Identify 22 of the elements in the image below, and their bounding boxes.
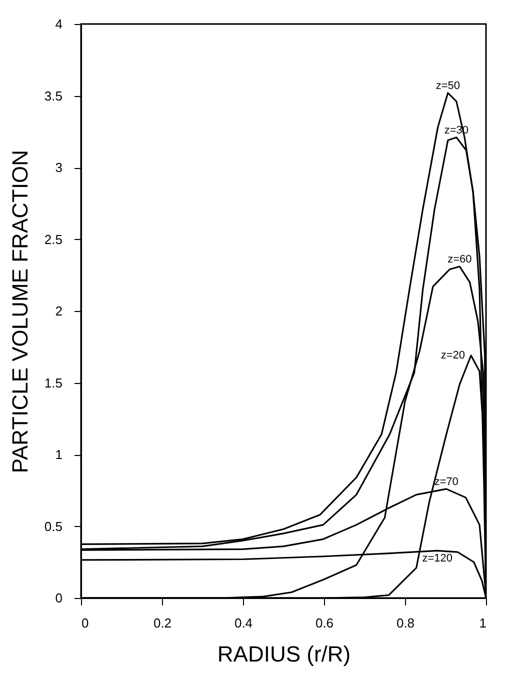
x-tick-label: 0 [82, 616, 89, 630]
y-tick-label: 1.5 [44, 375, 62, 390]
x-axis-title: RADIUS (r/R) [217, 642, 351, 666]
y-axis-title: PARTICLE VOLUME FRACTION [7, 150, 32, 474]
y-tick-label: 3.5 [44, 88, 62, 104]
y-tick-label: 0 [55, 590, 62, 606]
y-tick-label: 1 [55, 447, 62, 462]
y-tick-label: 3 [55, 160, 62, 175]
series-label: z=70 [434, 476, 458, 488]
series-label: z=20 [440, 349, 466, 362]
y-tick-label: 4 [55, 16, 62, 32]
x-tick-label: 0.2 [153, 616, 172, 630]
x-tick-label: 0.8 [396, 616, 415, 630]
series-label: z=60 [448, 254, 472, 266]
series-label: z=50 [436, 80, 460, 92]
y-tick-label: 2 [55, 304, 62, 318]
series-label: z=120 [422, 552, 453, 565]
x-tick-label: 1 [479, 616, 486, 630]
x-tick-label: 0.4 [234, 616, 253, 630]
y-tick-label: 0.5 [44, 518, 62, 534]
y-tick-label: 2.5 [44, 232, 62, 247]
x-tick-label: 0.6 [315, 616, 334, 630]
